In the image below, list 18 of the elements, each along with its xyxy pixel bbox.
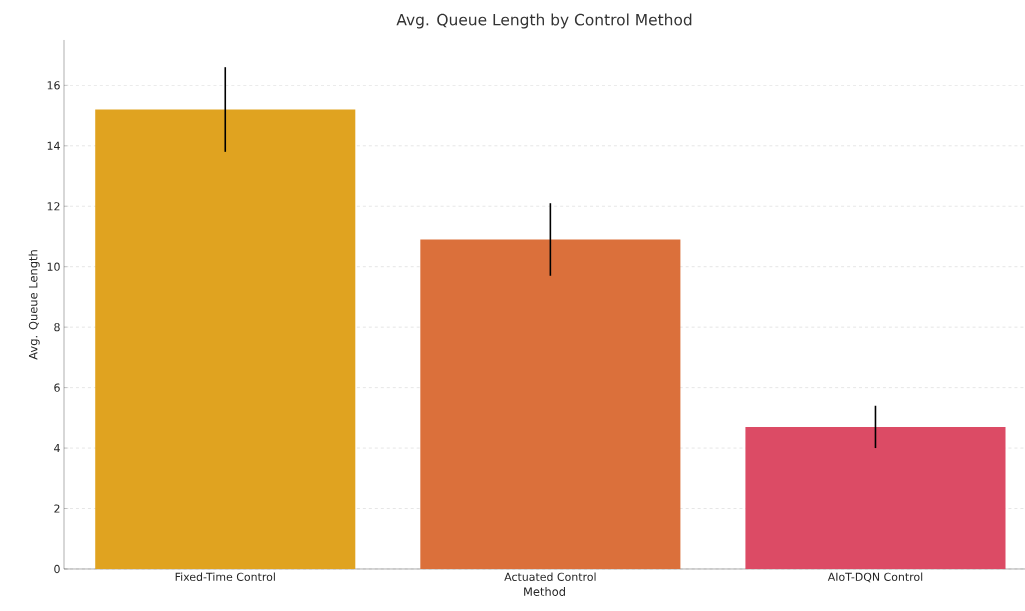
y-tick-label: 14 xyxy=(47,141,60,150)
chart-title: Avg. Queue Length by Control Method xyxy=(396,13,692,29)
y-axis-title: Avg. Queue Length xyxy=(28,250,40,360)
y-tick-label: 2 xyxy=(54,504,60,513)
bar xyxy=(745,426,1006,569)
y-tick-label: 8 xyxy=(54,323,60,332)
y-tick-label: 4 xyxy=(54,444,60,453)
y-tick-label: 12 xyxy=(47,202,60,211)
y-tick-label: 16 xyxy=(47,81,60,90)
y-tick-label: 6 xyxy=(54,383,60,392)
bar xyxy=(420,239,681,569)
bar xyxy=(95,109,356,569)
x-axis-title: Method xyxy=(524,587,565,596)
y-tick-label: 0 xyxy=(54,564,60,574)
x-tick-label: AIoT-DQN Control xyxy=(827,572,923,583)
x-tick-label: Actuated Control xyxy=(504,572,596,581)
x-tick-label: Fixed-Time Control xyxy=(175,572,275,581)
y-tick-label: 10 xyxy=(47,262,60,271)
